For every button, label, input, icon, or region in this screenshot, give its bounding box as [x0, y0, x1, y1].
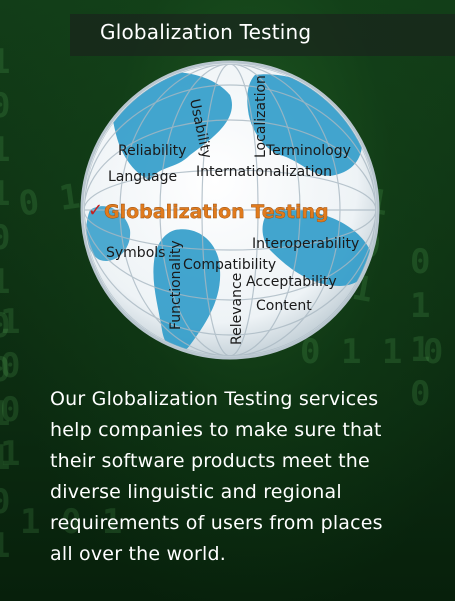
term-interoperability: Interoperability: [252, 236, 359, 252]
term-internationalization: Internationalization: [196, 164, 332, 180]
globe-illustration: Reliability Usability Localization Termi…: [80, 60, 380, 360]
description-line: Our Globalization Testing services: [50, 388, 379, 410]
description-line: help companies to make sure that: [50, 419, 382, 441]
term-relevance: Relevance: [229, 273, 245, 345]
description-line: requirements of users from places: [50, 512, 383, 534]
term-symbols: Symbols: [106, 245, 165, 261]
term-content: Content: [256, 298, 312, 314]
description-text: Our Globalization Testing services help …: [50, 384, 410, 570]
term-localization: Localization: [253, 75, 269, 158]
term-language: Language: [108, 169, 177, 185]
globe-center-label: Globalization Testing: [104, 201, 329, 223]
term-compatibility: Compatibility: [183, 257, 276, 273]
globe-gridlines: [84, 64, 376, 356]
term-reliability: Reliability: [118, 143, 186, 159]
description-line: their software products meet the: [50, 450, 370, 472]
check-mark-icon: ✓: [88, 200, 103, 221]
title-bar: [70, 14, 455, 56]
description-line: all over the world.: [50, 543, 227, 565]
term-acceptability: Acceptability: [246, 274, 337, 290]
term-functionality: Functionality: [168, 240, 184, 330]
description-line: diverse linguistic and regional: [50, 481, 342, 503]
page-title: Globalization Testing: [100, 20, 312, 44]
term-terminology: Terminology: [265, 143, 351, 159]
